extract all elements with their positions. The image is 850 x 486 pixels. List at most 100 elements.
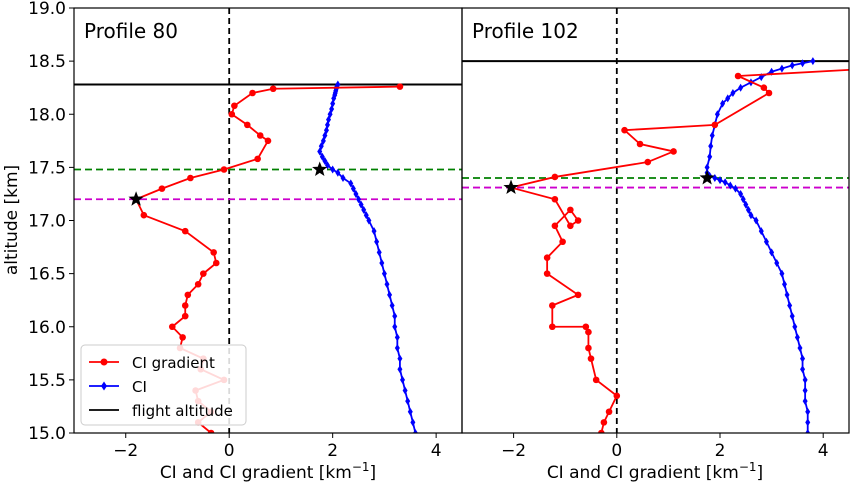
- ci-gradient-point-right: [574, 217, 582, 224]
- ci-point-left: [384, 280, 390, 289]
- panel-title-left: Profile 80: [84, 19, 178, 43]
- ci-point-right: [727, 181, 733, 190]
- ci-series-line-right: [706, 60, 814, 433]
- ci-point-right: [802, 375, 808, 384]
- ci-point-right: [774, 259, 780, 267]
- ci-point-left: [322, 157, 328, 165]
- legend-ci-label: CI: [132, 378, 147, 396]
- y-tick-label: 15.5: [28, 371, 66, 391]
- ci-point-right: [738, 83, 744, 92]
- ci-point-right: [769, 248, 775, 257]
- ci-point-right: [794, 333, 800, 342]
- ci-point-right: [797, 344, 803, 352]
- ci-point-left: [389, 301, 395, 310]
- ci-point-right: [805, 418, 811, 427]
- ci-point-right: [789, 312, 795, 321]
- ci-gradient-point-left: [210, 249, 217, 256]
- ci-point-right: [800, 59, 806, 68]
- axes-frame-right: [461, 7, 850, 434]
- ci-point-left: [394, 333, 400, 342]
- ci-gradient-point-left: [140, 211, 148, 219]
- ci-point-right: [753, 216, 759, 225]
- y-tick-label: 19.0: [28, 0, 66, 19]
- ci-point-left: [371, 227, 377, 236]
- ci-point-right: [802, 397, 808, 406]
- legend-flight-label: flight altitude: [132, 402, 233, 420]
- legend: CI gradient CI flight altitude: [80, 344, 247, 426]
- legend-ci-marker: [101, 381, 107, 391]
- ci-gradient-point-left: [231, 102, 238, 110]
- ci-point-left: [379, 259, 385, 267]
- ci-point-left: [407, 407, 413, 416]
- ci-point-left: [335, 80, 341, 89]
- ci-gradient-point-left: [179, 334, 186, 341]
- ci-point-right: [805, 429, 811, 433]
- panel-right: [462, 8, 849, 433]
- ci-point-right: [802, 386, 808, 395]
- ci-point-left: [381, 269, 387, 278]
- ci-gradient-point-right: [621, 126, 628, 134]
- ci-point-left: [340, 174, 346, 182]
- ci-gradient-point-right: [587, 355, 595, 362]
- ci-gradient-point-right: [605, 408, 613, 416]
- ci-gradient-point-left: [396, 83, 404, 90]
- ci-gradient-point-right: [559, 238, 566, 246]
- ci-point-right: [805, 407, 811, 416]
- ci-point-left: [366, 216, 372, 225]
- ci-gradient-point-right: [600, 419, 608, 426]
- ci-point-left: [392, 322, 398, 331]
- ci-gradient-point-right: [765, 89, 773, 97]
- y-tick-label: 18.0: [28, 105, 66, 125]
- ci-gradient-point-left: [228, 110, 236, 118]
- ci-point-right: [707, 152, 713, 161]
- ci-gradient-point-left: [184, 291, 192, 299]
- ci-point-left: [348, 179, 354, 188]
- x-tick-label-left: 0: [224, 441, 235, 461]
- ci-point-right: [709, 131, 715, 140]
- ci-point-right: [800, 365, 806, 374]
- ci-gradient-point-left: [181, 227, 189, 235]
- ci-point-right: [725, 94, 731, 103]
- y-tick-label: 16.5: [28, 265, 66, 285]
- ci-point-left: [353, 189, 359, 198]
- ci-point-right: [704, 163, 710, 172]
- ci-gradient-point-right: [670, 148, 677, 155]
- ci-gradient-point-left: [244, 121, 251, 129]
- y-axis-label: altitude [km]: [2, 165, 22, 275]
- star-marker-ci-right: [699, 170, 715, 185]
- x-tick-label-right: 2: [715, 441, 726, 461]
- ci-point-left: [318, 142, 324, 151]
- ci-point-right: [745, 205, 751, 214]
- ci-gradient-point-left: [254, 155, 261, 163]
- ci-point-left: [387, 290, 393, 299]
- ci-gradient-point-right: [551, 222, 559, 230]
- x-tick-label-left: −2: [113, 441, 138, 461]
- x-axis-label-left: CI and CI gradient [km−1]: [160, 460, 376, 483]
- ci-point-left: [376, 248, 382, 257]
- ci-point-right: [717, 176, 723, 185]
- ci-gradient-point-right: [636, 140, 644, 148]
- ci-gradient-point-right: [574, 291, 582, 299]
- ci-point-right: [708, 142, 714, 151]
- ci-point-right: [787, 301, 793, 310]
- x-tick-label-right: 4: [818, 441, 829, 461]
- ci-point-right: [722, 178, 728, 187]
- ci-point-left: [358, 200, 364, 209]
- ci-point-left: [392, 312, 398, 321]
- ci-gradient-point-left: [181, 312, 189, 320]
- ci-point-left: [394, 344, 400, 352]
- ci-point-left: [410, 418, 416, 427]
- ci-gradient-point-right: [644, 158, 652, 166]
- ci-gradient-point-left: [181, 302, 189, 309]
- ci-gradient-point-left: [264, 137, 272, 145]
- ci-gradient-point-right: [543, 254, 551, 261]
- ci-point-left: [361, 205, 367, 214]
- axis-ticks: −2 0 2 4 −2 0 2 4 15.0 15.5 16.0 16.5 17.0 17.5 18.0 18…: [28, 0, 828, 461]
- ci-gradient-point-right: [551, 173, 559, 181]
- ci-gradient-point-left: [200, 270, 207, 277]
- ci-gradient-point-right: [760, 84, 768, 91]
- ci-gradient-point-right: [582, 323, 590, 331]
- ci-point-right: [732, 184, 738, 193]
- star-marker-ci-left: [312, 161, 328, 176]
- y-tick-label: 16.0: [28, 318, 66, 338]
